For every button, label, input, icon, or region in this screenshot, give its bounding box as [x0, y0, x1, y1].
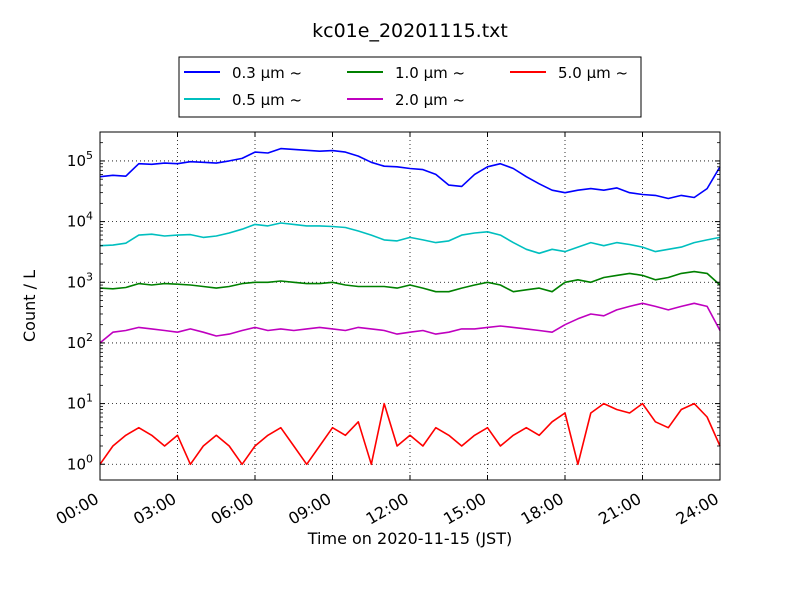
plot-area	[99, 131, 721, 481]
series-line-4	[99, 402, 721, 466]
legend-label-3: 2.0 μm ~	[395, 91, 465, 109]
legend-label-4: 5.0 μm ~	[558, 64, 628, 82]
y-tick-label-base: 10	[67, 395, 86, 413]
legend-label-0: 0.3 μm ~	[232, 64, 302, 82]
y-tick-label: 103	[67, 270, 93, 291]
x-axis-label: Time on 2020-11-15 (JST)	[307, 529, 512, 548]
series-line-3	[99, 302, 721, 344]
legend-box	[178, 56, 642, 118]
y-tick-label-base: 10	[67, 334, 86, 352]
y-tick-label-base: 10	[67, 455, 86, 473]
y-tick-label: 100	[67, 452, 93, 473]
legend-label-1: 0.5 μm ~	[232, 91, 302, 109]
y-tick-label-base: 10	[67, 273, 86, 291]
chart-title: kc01e_20201115.txt	[312, 20, 508, 42]
y-tick-label: 105	[67, 149, 93, 170]
y-tick-label-exponent: 0	[86, 452, 93, 465]
legend-label-2: 1.0 μm ~	[395, 64, 465, 82]
y-axis-label: Count / L	[20, 270, 39, 342]
y-tick-label: 104	[67, 210, 93, 231]
y-tick-label-exponent: 5	[86, 149, 93, 162]
series-line-1	[99, 222, 721, 255]
y-tick-label-exponent: 2	[86, 331, 93, 344]
grid-lines	[100, 132, 720, 480]
y-tick-label: 101	[67, 392, 93, 413]
legend: 0.3 μm ~ 0.5 μm ~ 1.0 μm ~ 2.0 μm ~ 5.0 μm ~	[178, 56, 642, 118]
y-tick-label-base: 10	[67, 152, 86, 170]
series-line-2	[99, 270, 721, 293]
y-tick-label: 102	[67, 331, 93, 352]
y-tick-label-base: 10	[67, 213, 86, 231]
series-line-0	[99, 147, 721, 200]
y-tick-label-exponent: 3	[86, 270, 93, 283]
axis-ticks	[99, 131, 721, 480]
series-lines	[99, 147, 721, 466]
y-tick-label-exponent: 1	[86, 392, 93, 405]
y-tick-label-exponent: 4	[86, 210, 93, 223]
